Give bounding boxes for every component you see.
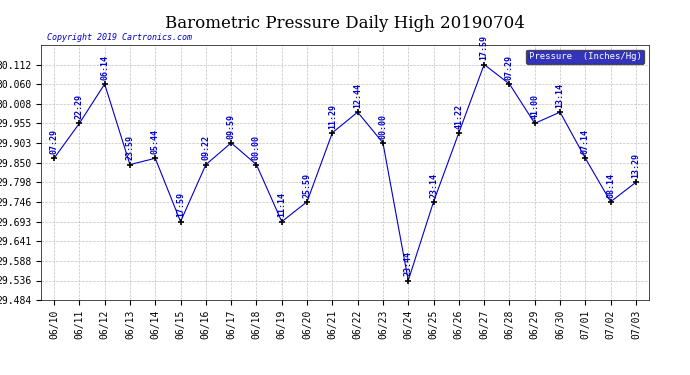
Text: 08:14: 08:14 [606,172,615,198]
Text: 07:29: 07:29 [50,129,59,154]
Text: 23:59: 23:59 [126,135,135,160]
Text: 09:22: 09:22 [201,135,210,160]
Text: 07:14: 07:14 [581,129,590,154]
Text: 06:14: 06:14 [100,55,109,80]
Text: 13:29: 13:29 [631,153,640,178]
Text: 11:14: 11:14 [277,192,286,217]
Text: Barometric Pressure Daily High 20190704: Barometric Pressure Daily High 20190704 [165,15,525,32]
Text: 09:59: 09:59 [226,114,236,139]
Text: 07:29: 07:29 [505,55,514,80]
Legend: Pressure  (Inches/Hg): Pressure (Inches/Hg) [526,50,644,64]
Text: 23:14: 23:14 [429,172,438,198]
Text: 00:00: 00:00 [378,114,388,139]
Text: 00:00: 00:00 [252,135,261,160]
Text: 13:14: 13:14 [555,83,564,108]
Text: 41:00: 41:00 [530,94,540,119]
Text: 05:44: 05:44 [150,129,160,154]
Text: 17:59: 17:59 [176,192,185,217]
Text: 11:29: 11:29 [328,104,337,129]
Text: Copyright 2019 Cartronics.com: Copyright 2019 Cartronics.com [48,33,193,42]
Text: 41:22: 41:22 [454,104,464,129]
Text: 17:59: 17:59 [480,35,489,60]
Text: 25:59: 25:59 [302,172,312,198]
Text: 23:44: 23:44 [404,251,413,276]
Text: 12:44: 12:44 [353,83,362,108]
Text: 22:29: 22:29 [75,94,84,119]
